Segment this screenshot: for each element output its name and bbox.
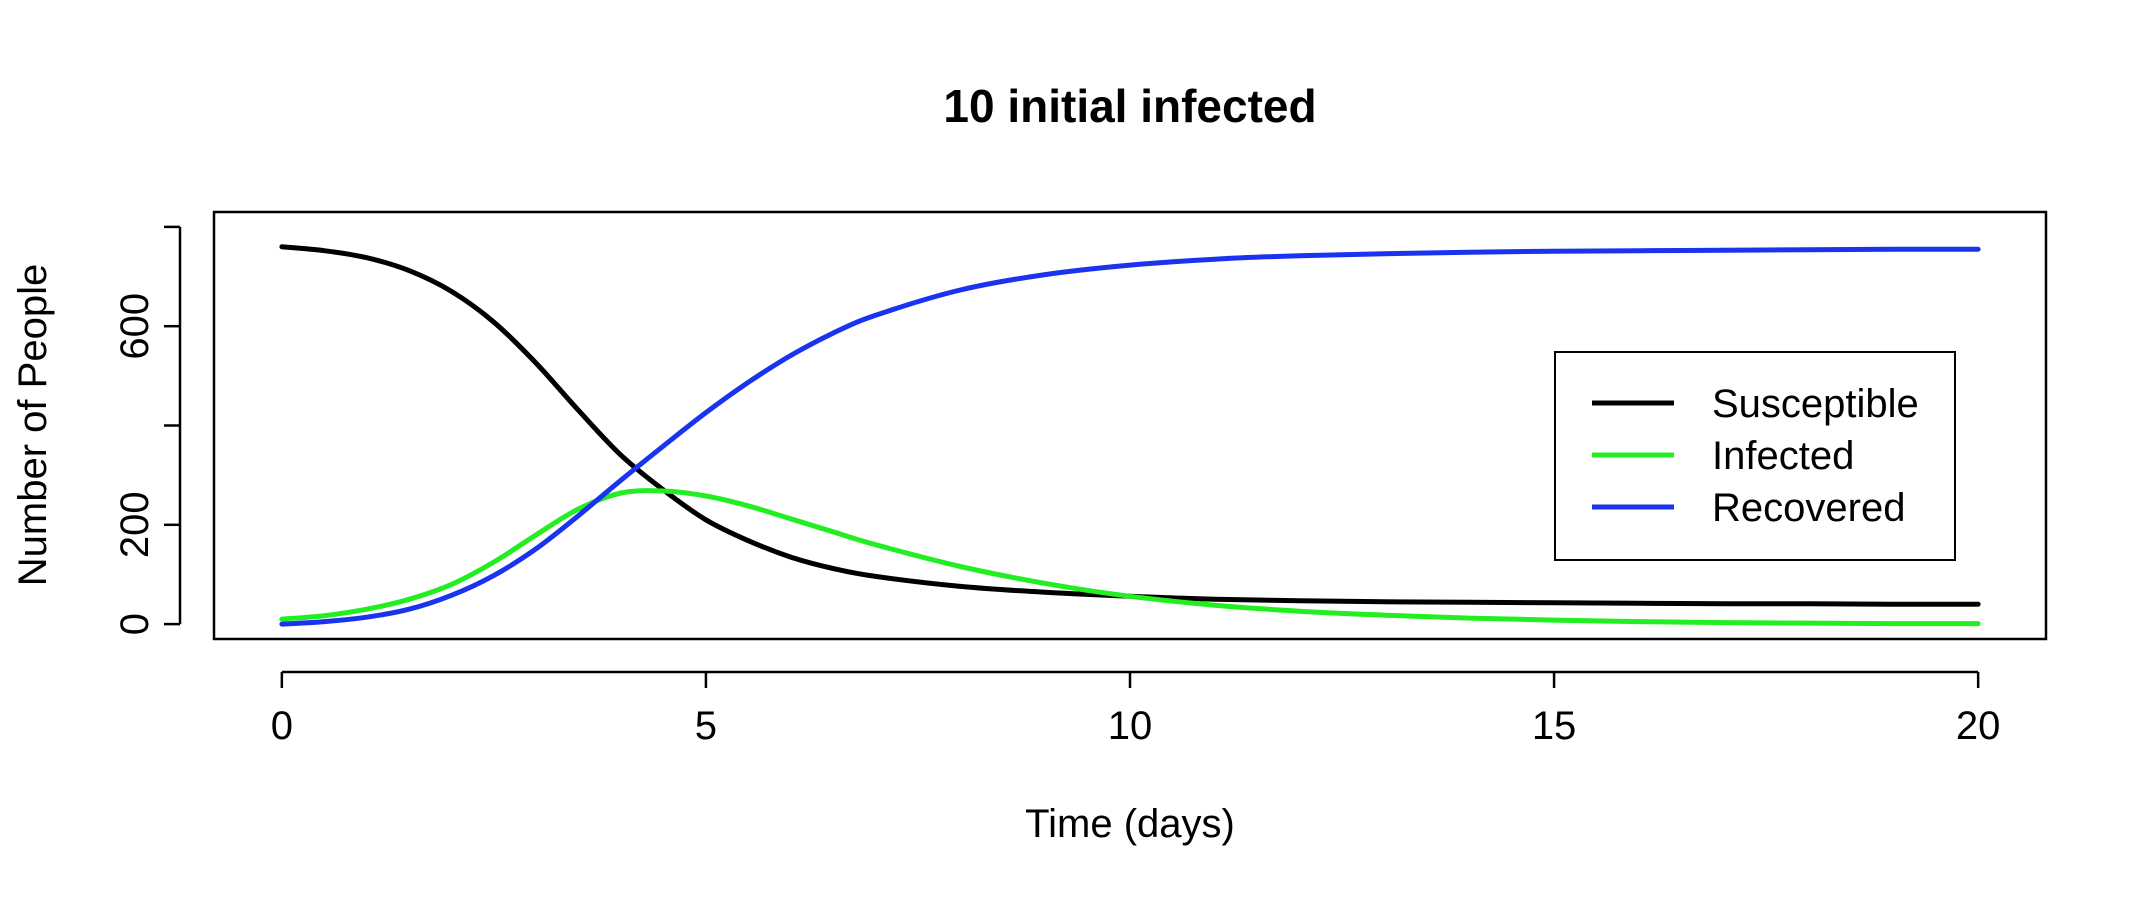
series-line-recovered xyxy=(279,246,1981,627)
x-axis-label: Time (days) xyxy=(1025,802,1235,846)
x-tick-label: 20 xyxy=(1956,704,2001,748)
chart-title: 10 initial infected xyxy=(943,80,1316,132)
y-tick-label: 0 xyxy=(113,613,157,635)
x-tick-label: 15 xyxy=(1532,704,1577,748)
legend-items: Susceptible Infected Recovered xyxy=(1592,382,1919,530)
x-tick-label: 10 xyxy=(1108,704,1153,748)
y-tick-label: 600 xyxy=(113,293,157,360)
x-axis: 0 5 10 15 20 xyxy=(271,670,2001,748)
x-tick-label: 0 xyxy=(271,704,293,748)
series-line-susceptible xyxy=(279,244,1981,607)
series-layer xyxy=(279,244,1981,627)
legend-label-susceptible: Susceptible xyxy=(1712,382,1919,426)
plot-area xyxy=(212,210,2048,641)
series-line-infected xyxy=(279,488,1981,627)
y-axis: 0 200 600 xyxy=(113,225,182,635)
x-tick-label: 5 xyxy=(695,704,717,748)
legend-label-infected: Infected xyxy=(1712,434,1854,478)
y-axis-label: Number of People xyxy=(11,264,55,586)
legend: Susceptible Infected Recovered xyxy=(1554,351,1956,561)
y-tick-label: 200 xyxy=(113,491,157,558)
legend-label-recovered: Recovered xyxy=(1712,486,1905,530)
